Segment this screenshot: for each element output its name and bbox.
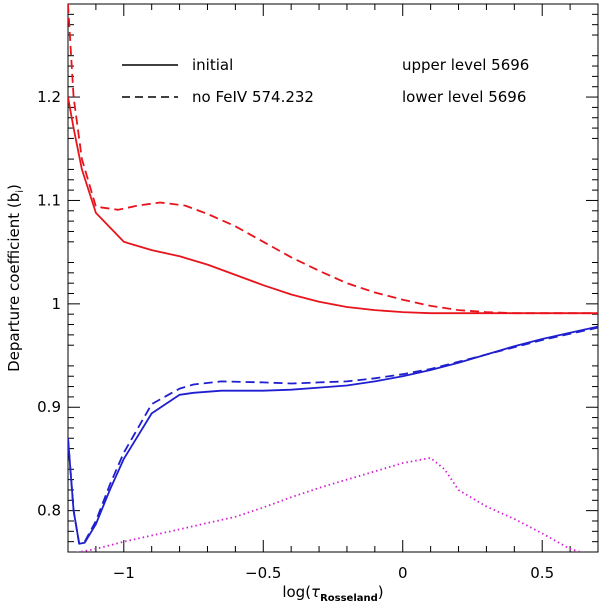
legend-lower-level: lower level 5696 <box>402 88 526 106</box>
legend-solid-label: initial <box>192 56 233 74</box>
plot-frame <box>67 3 599 553</box>
x-tick-label: 0 <box>398 564 408 582</box>
x-tick-label: −0.5 <box>245 564 281 582</box>
y-tick-label: 0.9 <box>37 398 61 416</box>
y-tick-label: 1.1 <box>37 191 61 209</box>
x-axis-title-prefix: log( <box>282 583 311 601</box>
y-tick-label: 1.2 <box>37 88 61 106</box>
y-tick-label: 0.8 <box>37 502 61 520</box>
x-axis-title-subscript: Rosseland <box>320 593 378 603</box>
series-upper-no-feiv <box>68 4 598 315</box>
y-axis-title: Departure coefficient (bi) <box>5 184 26 372</box>
legend-upper-level: upper level 5696 <box>402 56 529 74</box>
y-axis-title-suffix: ) <box>5 184 23 190</box>
y-axis-title-main: Departure coefficient (b <box>5 193 23 372</box>
y-axis-title-subscript: i <box>15 190 26 193</box>
x-axis-title-suffix: ) <box>378 583 384 601</box>
data-series <box>68 4 598 552</box>
x-tick-label: 0.5 <box>530 564 554 582</box>
x-axis-title: log(τRosseland) <box>282 583 383 603</box>
series-lower-initial <box>68 325 598 545</box>
legend-dashed-label: no FeIV 574.232 <box>192 88 314 106</box>
y-tick-label: 1 <box>51 295 61 313</box>
axis-ticks: −1 −0.5 0 0.5 0.8 0.9 1 1.1 1.2 <box>37 3 599 582</box>
series-dotted <box>74 457 584 552</box>
series-lower-no-feiv <box>68 326 598 545</box>
x-axis-title-symbol: τ <box>311 583 321 601</box>
x-tick-label: −1 <box>113 564 135 582</box>
